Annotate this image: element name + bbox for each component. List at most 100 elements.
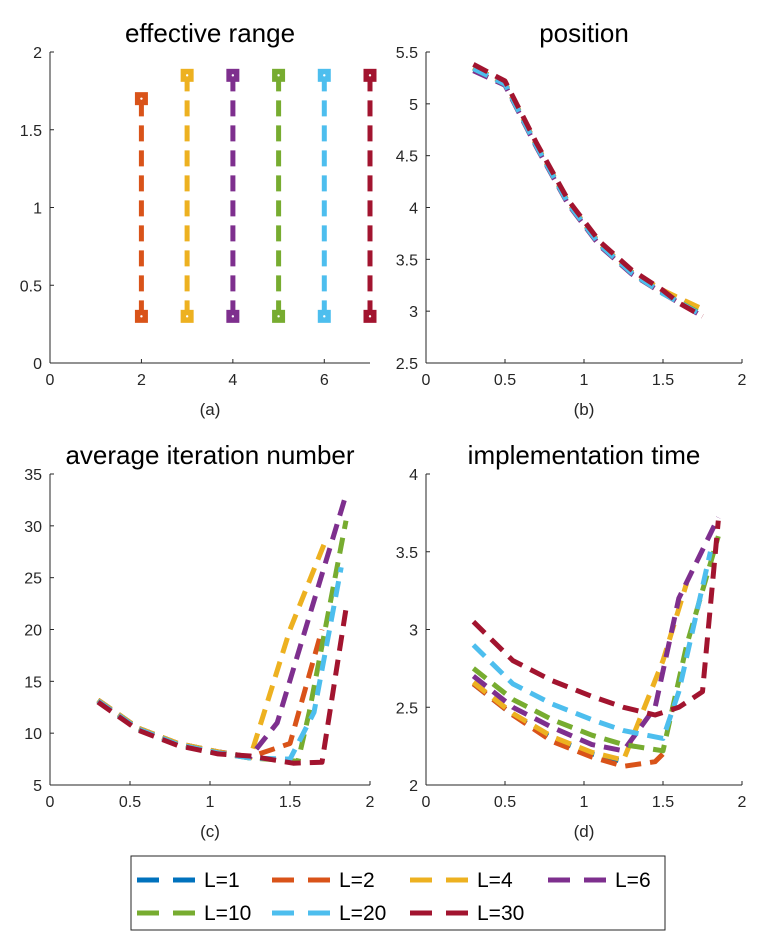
y-tick-label: 1 <box>33 201 42 218</box>
panel-d-series <box>471 516 721 769</box>
series-line-L1 <box>96 697 251 760</box>
range-endpoint-dot <box>277 74 280 77</box>
legend-label: L=6 <box>615 869 651 892</box>
series-line-L4 <box>472 65 704 312</box>
range-endpoint-dot <box>277 315 280 318</box>
x-tick-label: 2 <box>738 372 747 389</box>
series-line-L2 <box>472 65 696 309</box>
panel-c-caption: (c) <box>200 822 220 841</box>
legend-box <box>130 855 666 931</box>
series-line-L20 <box>472 66 704 318</box>
range-endpoint-dot <box>185 74 189 77</box>
x-tick-label: 0 <box>46 372 55 389</box>
y-tick-label: 5 <box>409 97 418 114</box>
panel-a-series <box>134 68 377 323</box>
y-tick-label: 35 <box>24 467 42 484</box>
y-tick-label: 4 <box>409 201 418 218</box>
series-line-L4 <box>471 582 690 763</box>
series-line-L10 <box>96 520 349 764</box>
y-tick-label: 25 <box>24 571 42 588</box>
legend-entry-L20: L=20 <box>272 902 386 925</box>
x-tick-label: 1 <box>580 794 589 811</box>
y-tick-label: 2 <box>33 45 42 62</box>
y-tick-label: 15 <box>24 674 42 691</box>
y-tick-label: 0 <box>33 356 42 373</box>
series-line-L4 <box>96 540 328 761</box>
x-tick-label: 0.5 <box>494 372 516 389</box>
y-tick-label: 0.5 <box>20 278 42 295</box>
panel-c: average iteration number 0 0.5 1 1.5 25 10 15 20… <box>24 440 374 841</box>
legend-label: L=30 <box>477 902 524 925</box>
range-endpoint-dot <box>185 315 189 318</box>
x-tick-label: 6 <box>320 372 329 389</box>
series-line-L10 <box>472 66 704 317</box>
panel-d-caption: (d) <box>574 822 595 841</box>
panel-c-series <box>96 493 349 766</box>
x-tick-label: 0.5 <box>494 794 516 811</box>
range-endpoint-dot <box>368 315 372 318</box>
range-endpoint-dot <box>140 97 143 100</box>
x-tick-label: 4 <box>228 372 237 389</box>
y-tick-label: 2 <box>409 778 418 795</box>
range-endpoint-dot <box>231 74 235 77</box>
legend-label: L=1 <box>204 869 240 892</box>
series-line-L1 <box>472 65 696 312</box>
series-line-L30 <box>472 62 704 319</box>
x-tick-label: 0 <box>422 794 431 811</box>
x-tick-label: 1 <box>580 372 589 389</box>
range-endpoint-dot <box>231 315 235 318</box>
x-tick-label: 2 <box>137 372 146 389</box>
y-tick-label: 5 <box>33 778 42 795</box>
x-tick-label: 0 <box>422 372 431 389</box>
legend: L=1 L=2 L=4 L=6 L=10 L=20 L=30 <box>130 855 666 931</box>
range-endpoint-dot <box>140 315 143 318</box>
panel-a-title: effective range <box>125 18 295 48</box>
range-endpoint-dot <box>368 74 372 77</box>
y-tick-label: 3 <box>409 304 418 321</box>
legend-entry-L2: L=2 <box>272 869 375 892</box>
legend-label: L=20 <box>339 902 386 925</box>
legend-label: L=10 <box>204 902 251 925</box>
panel-a-caption: (a) <box>200 400 221 419</box>
x-tick-label: 1.5 <box>652 372 674 389</box>
legend-entry-L6: L=6 <box>548 869 651 892</box>
panel-b-series <box>472 62 704 319</box>
y-tick-label: 30 <box>24 519 42 536</box>
y-tick-label: 3 <box>409 623 418 640</box>
series-line-L6 <box>472 68 704 319</box>
series-line-L20 <box>471 551 713 741</box>
y-tick-label: 10 <box>24 726 42 743</box>
y-tick-label: 2.5 <box>396 700 418 717</box>
x-tick-label: 1 <box>206 794 215 811</box>
series-line-L30 <box>471 520 721 718</box>
x-tick-label: 1.5 <box>652 794 674 811</box>
panel-b: position 0 0.5 1 1.5 2 2.5 3 3.5 4 4.5 5 5.5 (b) <box>396 18 747 419</box>
y-tick-label: 5.5 <box>396 45 418 62</box>
legend-entry-L10: L=10 <box>137 902 251 925</box>
panel-d: implementation time 0 0.5 1 1.5 2 2 2.5 3 3.5 4 (d) <box>396 440 747 841</box>
y-tick-label: 4 <box>409 467 418 484</box>
range-endpoint-dot <box>323 315 326 318</box>
y-tick-label: 3.5 <box>396 545 418 562</box>
series-line-L10 <box>471 535 721 754</box>
legend-label: L=4 <box>477 869 513 892</box>
panel-c-title: average iteration number <box>65 440 354 470</box>
legend-entry-L30: L=30 <box>410 902 524 925</box>
x-tick-label: 2 <box>738 794 747 811</box>
panel-b-caption: (b) <box>574 400 595 419</box>
y-tick-label: 20 <box>24 623 42 640</box>
series-line-L6 <box>471 516 721 754</box>
series-line-L30 <box>96 608 349 766</box>
x-tick-label: 0.5 <box>119 794 141 811</box>
y-tick-label: 2.5 <box>396 356 418 373</box>
y-tick-label: 4.5 <box>396 149 418 166</box>
x-tick-label: 1.5 <box>279 794 301 811</box>
legend-label: L=2 <box>339 869 375 892</box>
y-tick-label: 1.5 <box>20 123 42 140</box>
range-endpoint-dot <box>323 74 326 77</box>
panel-a: effective range 0 2 4 6 0 0.5 1 1.5 2 (a) <box>20 18 377 419</box>
x-tick-label: 0 <box>46 794 55 811</box>
panel-b-title: position <box>539 18 629 48</box>
